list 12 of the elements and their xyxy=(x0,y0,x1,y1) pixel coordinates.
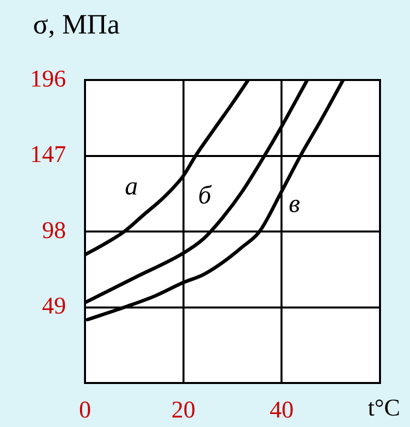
series-label: в xyxy=(288,188,300,218)
x-tick-label: 20 xyxy=(171,398,196,424)
x-tick-label: 40 xyxy=(270,398,294,424)
y-tick-label: 147 xyxy=(30,142,66,168)
y-tick-label: 196 xyxy=(30,66,66,92)
series-label: а xyxy=(124,172,138,201)
series-label: б xyxy=(198,180,212,210)
y-axis-title: σ, МПа xyxy=(33,9,120,40)
y-tick-label: 49 xyxy=(42,294,66,320)
x-tick-label: 0 xyxy=(79,398,91,424)
x-axis-title: t°C xyxy=(368,395,400,422)
y-tick-label: 98 xyxy=(42,218,66,244)
